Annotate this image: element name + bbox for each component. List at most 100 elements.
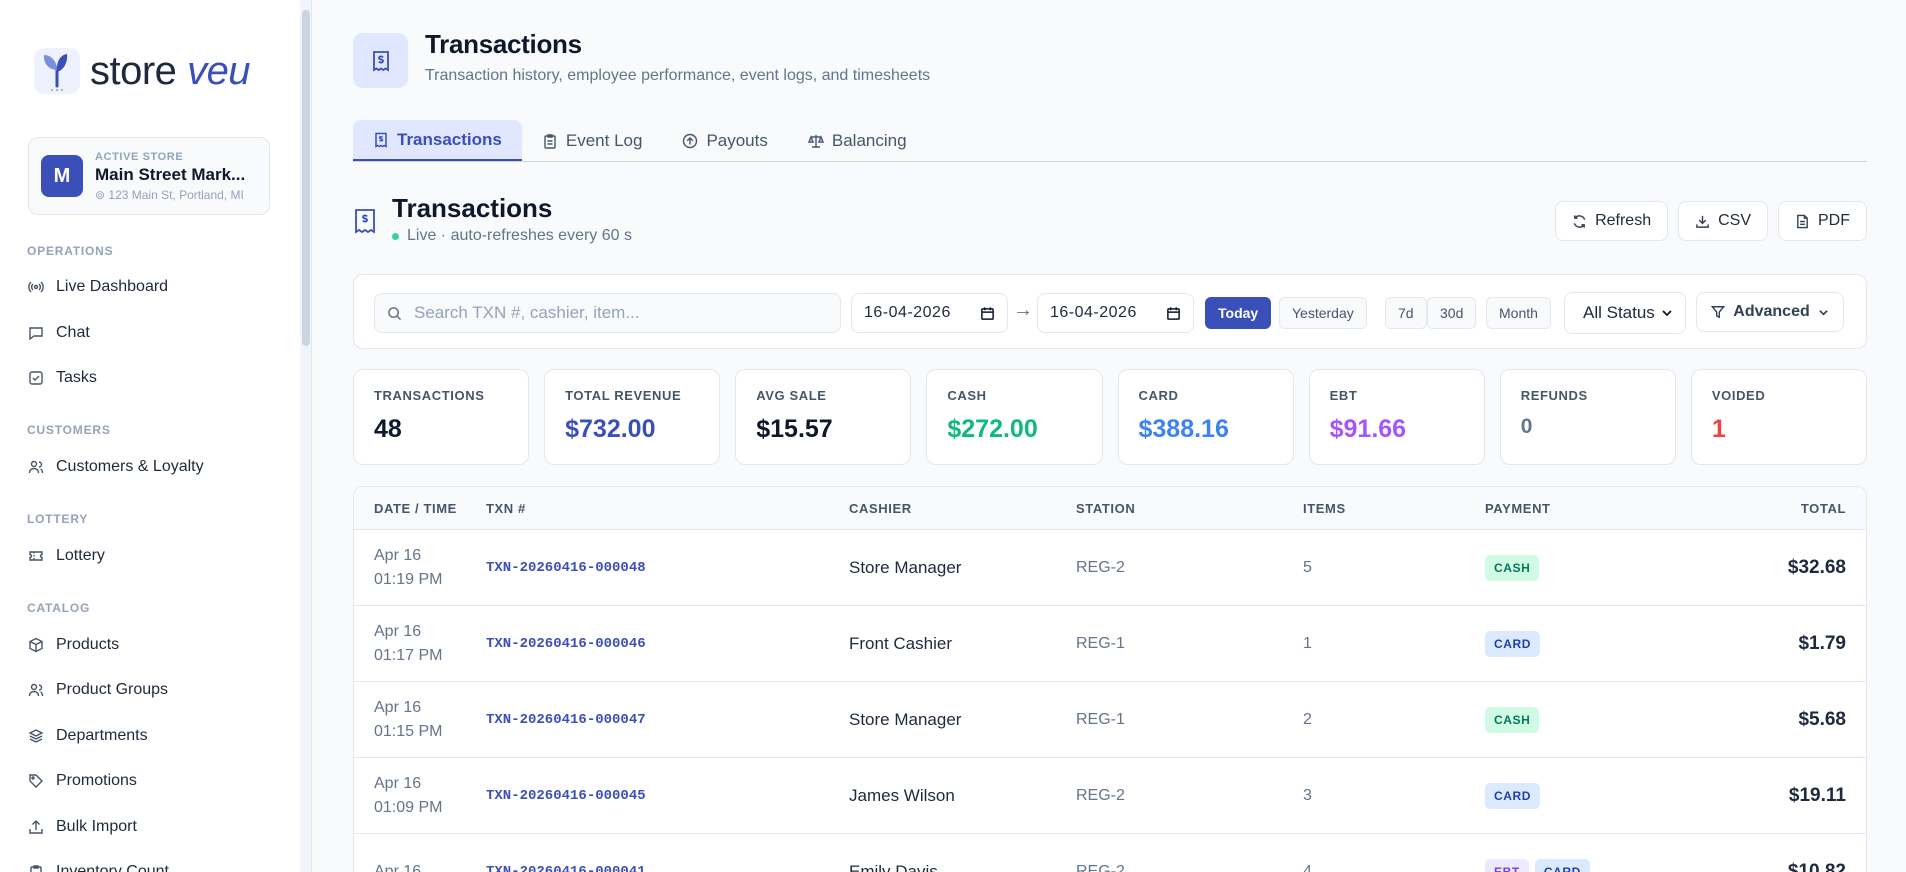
cell-time: 01:09 PM [374,799,443,816]
cell-payment: CARD [1485,606,1546,682]
payment-badge: CARD [1534,859,1590,872]
sidebar-item-chat[interactable]: Chat [28,318,90,348]
nav-section-catalog: CATALOG [27,601,91,615]
range-7d-button[interactable]: 7d [1385,297,1427,329]
date-to-field[interactable]: 16-04-2026 [1037,293,1194,333]
stat-card-avg-sale: AVG SALE $15.57 [735,369,912,465]
status-select[interactable]: All Status [1564,292,1686,334]
date-from-field[interactable]: 16-04-2026 [851,293,1008,333]
sidebar-item-label: Products [56,636,120,653]
broadcast-icon [28,281,44,293]
sprout-logo-icon [34,48,80,94]
receipt-icon [375,132,387,148]
upload-icon [29,820,43,834]
sidebar-scrollbar-thumb[interactable] [302,10,310,346]
csv-export-button[interactable]: CSV [1678,201,1768,241]
cell-cashier: Store Manager [849,558,962,577]
clipboard-icon [30,865,42,872]
cell-payment: CASH [1485,530,1545,606]
range-month-button[interactable]: Month [1486,297,1551,329]
txn-link[interactable]: TXN-20260416-000048 [486,560,646,576]
live-status-text: Live · auto-refreshes every 60 s [407,227,632,244]
cell-items: 2 [1303,711,1312,728]
receipt-icon [353,33,408,88]
cell-datetime: Apr 16 01:09 PM [374,758,442,834]
sidebar-item-tasks[interactable]: Tasks [28,363,97,393]
table-row[interactable]: Apr 16 01:09 PM TXN-20260416-000045 James W… [354,758,1866,834]
column-header-items[interactable]: ITEMS [1303,501,1346,516]
calendar-icon [1167,306,1180,320]
range-30d-button[interactable]: 30d [1427,297,1477,329]
cell-total: $10.82 [1787,861,1846,872]
table-row[interactable]: Apr 16 01:15 PM TXN-20260416-000047 Store M… [354,682,1866,758]
tab-payouts[interactable]: Payouts [662,120,787,161]
stat-card-voided: VOIDED 1 [1690,369,1867,465]
nav-section-lottery: LOTTERY [27,512,89,526]
stat-card-transactions: TRANSACTIONS 48 [353,369,530,465]
sidebar-item-label: Lottery [56,547,105,564]
cell-station: REG-2 [1076,559,1125,576]
sidebar-item-customers-loyalty[interactable]: Customers & Loyalty [28,452,204,482]
cell-payment: EBT CARD [1485,834,1596,872]
txn-link[interactable]: TXN-20260416-000045 [486,788,646,804]
cell-total: $1.79 [1798,633,1846,654]
search-box[interactable] [374,293,841,333]
column-header-total[interactable]: TOTAL [1800,501,1846,516]
sidebar-item-bulk-import[interactable]: Bulk Import [28,812,137,842]
tab-label: Balancing [831,130,907,150]
tab-transactions[interactable]: Transactions [353,120,522,161]
sidebar-item-products[interactable]: Products [28,630,119,660]
stat-value: 1 [1711,415,1726,443]
active-store-card[interactable]: M ACTIVE STORE Main Street Mark... ⊚ 123… [28,137,270,215]
cell-datetime: Apr 16 [374,834,421,872]
sidebar-item-lottery[interactable]: Lottery [28,541,105,571]
section-title: Transactions [392,193,553,223]
brand-logo[interactable]: store veu [34,48,251,94]
cell-date: Apr 16 [374,547,422,564]
clipboard-icon [544,133,556,149]
payment-badge: CARD [1485,783,1541,809]
column-header-cashier[interactable]: CASHIER [849,501,912,516]
txn-link[interactable]: TXN-20260416-000046 [486,636,646,652]
range-yesterday-button[interactable]: Yesterday [1279,297,1367,329]
range-today-button[interactable]: Today [1205,297,1272,329]
sidebar-item-label: Promotions [56,772,137,789]
store-name: Main Street Mark... [95,164,246,184]
cell-cashier: Emily Davis [849,862,938,872]
filter-bar: 16-04-2026 → 16-04-2026 Today Yesterday … [353,274,1867,349]
table-row[interactable]: Apr 16 TXN-20260416-000041 Emily Davis REG-… [354,834,1866,872]
column-header-payment[interactable]: PAYMENT [1485,501,1551,516]
sidebar-item-promotions[interactable]: Promotions [28,766,137,796]
advanced-filters-button[interactable]: Advanced [1696,292,1844,332]
table-row[interactable]: Apr 16 01:17 PM TXN-20260416-000046 Front C… [354,606,1866,682]
receipt-icon [355,209,375,234]
date-from-value: 16-04-2026 [864,304,951,321]
cell-date: Apr 16 [374,863,422,872]
txn-link[interactable]: TXN-20260416-000047 [486,712,646,728]
txn-link[interactable]: TXN-20260416-000041 [486,864,646,872]
nav-section-customers: CUSTOMERS [27,423,111,437]
refresh-button[interactable]: Refresh [1555,201,1669,241]
cell-station: REG-1 [1076,635,1125,652]
sidebar-scrollbar[interactable] [300,0,311,872]
sidebar-item-departments[interactable]: Departments [28,721,148,751]
table-row[interactable]: Apr 16 01:19 PM TXN-20260416-000048 Store M… [354,530,1866,606]
sidebar-item-inventory-count[interactable]: Inventory Count [28,857,169,872]
column-header-datetime[interactable]: DATE / TIME [374,501,457,516]
cell-datetime: Apr 16 01:19 PM [374,530,442,606]
stat-value: $15.57 [756,415,833,443]
search-input[interactable] [414,303,814,323]
action-buttons: Refresh CSV PDF [1555,201,1867,241]
column-header-station[interactable]: STATION [1076,501,1136,516]
checkbox-icon [29,371,43,385]
sidebar-item-live-dashboard[interactable]: Live Dashboard [28,272,168,302]
sidebar-item-product-groups[interactable]: Product Groups [28,675,168,705]
cell-datetime: Apr 16 01:17 PM [374,606,442,682]
pdf-export-button[interactable]: PDF [1778,201,1867,241]
main-content: Transactions Transaction history, employ… [353,0,1867,872]
tab-event-log[interactable]: Event Log [522,120,663,161]
nav-section-operations: OPERATIONS [27,244,114,258]
tab-balancing[interactable]: Balancing [788,120,927,161]
column-header-txn[interactable]: TXN # [486,501,526,516]
cell-station: REG-2 [1076,863,1125,872]
